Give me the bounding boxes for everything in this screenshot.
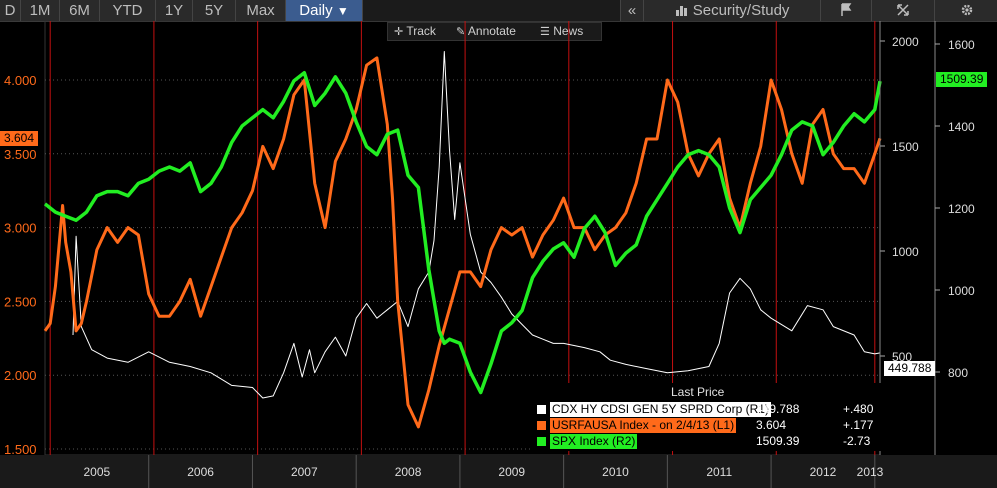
range-button-partial[interactable]: D: [0, 0, 21, 21]
range-button-1y[interactable]: 1Y: [156, 0, 193, 21]
legend-series-name: CDX HY CDSI GEN 5Y SPRD Corp (R1): [550, 402, 771, 417]
x-axis-tick-label: 2011: [706, 465, 732, 479]
crosshair-icon: ✛: [394, 26, 404, 38]
left-axis-last-value-tag: 3.604: [0, 131, 39, 146]
x-axis-band: [0, 455, 997, 488]
left-axis-tick-label: 4.000: [4, 73, 37, 88]
spx-last-value-tag: 1509.39: [936, 72, 988, 87]
frequency-dropdown[interactable]: Daily ▼: [286, 0, 363, 21]
left-axis-tick-label: 3.000: [4, 221, 37, 236]
annotate-label: Annotate: [467, 24, 516, 38]
legend-series-name: USRFAUSA Index - on 2/4/13 (L1): [550, 418, 737, 433]
right1-axis-tick-label: 1000: [892, 245, 919, 259]
price-chart[interactable]: 1.500 2.000 2.500 3.000 3.500 4.000 2005 2006 20…: [0, 21, 997, 488]
chevron-double-left-icon[interactable]: «: [620, 0, 643, 21]
x-axis-tick-label: 2006: [187, 465, 214, 479]
x-axis-tick-label: 2005: [84, 465, 111, 479]
range-button-6m[interactable]: 6M: [60, 0, 100, 21]
security-study-label: Security/Study: [692, 2, 790, 19]
left-axis-tick-label: 2.000: [4, 368, 37, 383]
right2-axis-tick-label: 1000: [948, 284, 975, 298]
series-line-r1: [72, 51, 881, 399]
axis-layer: 1.500 2.000 2.500 3.000 3.500 4.000 2005 2006 20…: [0, 21, 997, 488]
gear-icon[interactable]: [934, 0, 997, 21]
legend-series-change: +.177: [843, 418, 874, 432]
legend-series-name: SPX Index (R2): [550, 434, 638, 449]
track-label: Track: [406, 24, 436, 38]
frequency-label: Daily: [299, 2, 333, 19]
range-button-max[interactable]: Max: [236, 0, 286, 21]
chart-toolbar: D 1M 6M YTD 1Y 5Y Max Daily ▼ « Security…: [0, 0, 997, 22]
legend-series-change: -2.73: [843, 434, 871, 448]
right1-axis-tick-label: 500: [892, 350, 912, 364]
legend-series-value: 1509.39: [756, 434, 800, 448]
x-axis-tick-label: 2013: [857, 465, 884, 479]
chart-subtoolbar: ✛ Track ✎ Annotate ☰ News: [387, 22, 602, 41]
legend-swatch: [537, 405, 546, 414]
track-button[interactable]: ✛ Track: [394, 23, 436, 40]
left-axis-tick-label: 1.500: [4, 442, 37, 457]
range-button-5y[interactable]: 5Y: [193, 0, 236, 21]
legend-series-value: 449.788: [756, 402, 800, 416]
legend-header: Last Price: [671, 385, 725, 399]
news-button[interactable]: ☰ News: [540, 23, 583, 40]
x-axis-tick-label: 2008: [395, 465, 422, 479]
left-axis-tick-label: 3.500: [4, 147, 37, 162]
legend-swatch: [537, 421, 546, 430]
left-axis-tick-label: 2.500: [4, 294, 37, 309]
security-study-button[interactable]: Security/Study: [643, 0, 820, 21]
right2-axis-tick-label: 800: [948, 366, 968, 380]
legend-swatch: [537, 437, 546, 446]
pencil-icon: ✎: [456, 26, 466, 38]
right1-axis-tick-label: 1500: [892, 140, 919, 154]
range-button-ytd[interactable]: YTD: [100, 0, 156, 21]
legend-series-change: +.480: [843, 402, 874, 416]
x-axis-tick-label: 2009: [498, 465, 525, 479]
legend-panel: Last Price CDX HY CDSI GEN 5Y SPRD Corp …: [533, 383, 885, 451]
x-axis-tick-label: 2012: [810, 465, 837, 479]
cdx-last-value-tag: 449.788: [884, 361, 936, 376]
news-label: News: [553, 24, 584, 38]
bar-chart-icon: [675, 1, 689, 16]
series-line-r2: [43, 70, 882, 395]
news-icon: ☰: [540, 26, 550, 38]
chevron-down-icon: ▼: [336, 4, 349, 18]
x-axis-tick-label: 2010: [602, 465, 629, 479]
annotate-button[interactable]: ✎ Annotate: [456, 23, 516, 40]
right2-axis-tick-label: 1400: [948, 120, 975, 134]
right1-axis-tick-label: 2000: [892, 35, 919, 49]
right2-axis-tick-label: 1600: [948, 38, 975, 52]
series-layer: [43, 51, 882, 429]
range-button-1m[interactable]: 1M: [21, 0, 60, 21]
expand-icon[interactable]: [871, 0, 934, 21]
flag-icon[interactable]: [820, 0, 871, 21]
x-axis-tick-label: 2007: [291, 465, 318, 479]
series-line-l1: [43, 56, 882, 429]
right2-axis-tick-label: 1200: [948, 202, 975, 216]
legend-series-value: 3.604: [756, 418, 787, 432]
